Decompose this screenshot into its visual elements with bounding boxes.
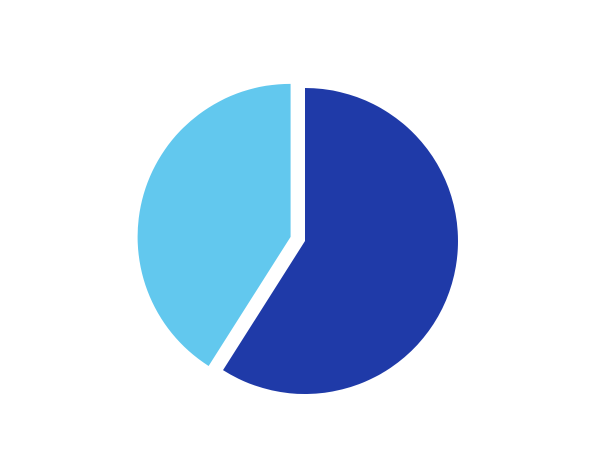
pie-slices xyxy=(138,84,458,394)
